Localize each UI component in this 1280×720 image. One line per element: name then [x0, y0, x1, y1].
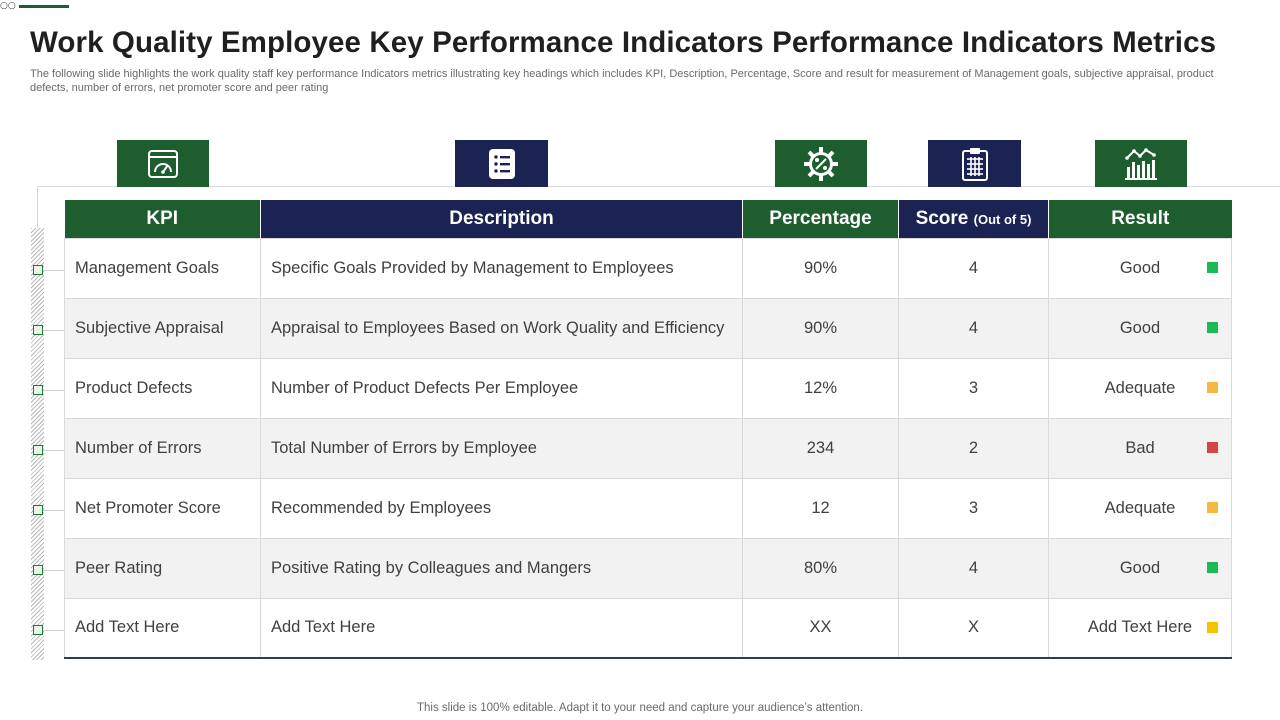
cell-percentage: XX	[742, 597, 899, 659]
cell-percentage: 90%	[742, 297, 899, 359]
table-row: Number of Errors Total Number of Errors …	[64, 417, 1232, 479]
header-score-suffix: (Out of 5)	[973, 211, 1032, 227]
table-row: Subjective Appraisal Appraisal to Employ…	[64, 297, 1232, 359]
logo-bar	[19, 5, 69, 8]
bar-chart-icon	[1125, 147, 1157, 180]
result-label: Good	[1119, 318, 1161, 337]
row-marker-icon	[33, 325, 43, 335]
icon-tab-score	[928, 140, 1021, 187]
icon-tab-percentage	[775, 140, 867, 187]
cell-score: 4	[898, 237, 1049, 299]
cell-kpi: Number of Errors	[64, 417, 261, 479]
cell-percentage: 80%	[742, 537, 899, 599]
table-row: Management Goals Specific Goals Provided…	[64, 237, 1232, 299]
status-square-icon	[1207, 562, 1218, 573]
icon-tab-kpi	[117, 140, 209, 187]
cell-kpi: Peer Rating	[64, 537, 261, 599]
status-square-icon	[1207, 442, 1218, 453]
cell-description: Number of Product Defects Per Employee	[260, 357, 743, 419]
icon-tab-result	[1095, 140, 1187, 187]
header-result: Result	[1048, 200, 1232, 238]
header-score-label: Score	[915, 207, 969, 229]
frame-line	[37, 186, 38, 228]
cell-score: 4	[898, 297, 1049, 359]
cell-description: Positive Rating by Colleagues and Manger…	[260, 537, 743, 599]
cell-score: 3	[898, 477, 1049, 539]
cell-description: Add Text Here	[260, 597, 743, 659]
cell-kpi: Subjective Appraisal	[64, 297, 261, 359]
table-row: Net Promoter Score Recommended by Employ…	[64, 477, 1232, 539]
icon-tab-description	[455, 140, 548, 187]
cell-result: Add Text Here	[1048, 597, 1232, 659]
cell-result: Good	[1048, 237, 1232, 299]
cell-percentage: 234	[742, 417, 899, 479]
cell-percentage: 12	[742, 477, 899, 539]
row-marker-icon	[33, 385, 43, 395]
cell-kpi: Management Goals	[64, 237, 261, 299]
page-subtitle: The following slide highlights the work …	[30, 68, 1214, 94]
cell-kpi: Add Text Here	[64, 597, 261, 659]
cell-score: 3	[898, 357, 1049, 419]
cell-result: Good	[1048, 537, 1232, 599]
row-marker-icon	[33, 265, 43, 275]
status-square-icon	[1207, 322, 1218, 333]
dashboard-gauge-icon	[148, 149, 178, 178]
row-marker-icon	[33, 565, 43, 575]
cell-result: Adequate	[1048, 357, 1232, 419]
row-marker-line	[43, 630, 64, 631]
row-marker-icon	[33, 445, 43, 455]
list-icon	[488, 148, 515, 179]
kpi-table: KPI Description Percentage Score (Out of…	[64, 200, 1232, 659]
cell-percentage: 12%	[742, 357, 899, 419]
logo-circles-icon: ○○	[0, 1, 16, 11]
header-description: Description	[260, 200, 743, 238]
table-row: Product Defects Number of Product Defect…	[64, 357, 1232, 419]
result-label: Bad	[1125, 438, 1155, 457]
cell-result: Adequate	[1048, 477, 1232, 539]
cell-description: Appraisal to Employees Based on Work Qua…	[260, 297, 743, 359]
cell-kpi: Net Promoter Score	[64, 477, 261, 539]
status-square-icon	[1207, 621, 1218, 633]
row-marker-line	[43, 570, 64, 571]
result-label: Add Text Here	[1087, 618, 1193, 637]
result-label: Adequate	[1104, 378, 1176, 397]
frame-line	[37, 186, 1280, 187]
cell-kpi: Product Defects	[64, 357, 261, 419]
row-marker-line	[43, 450, 64, 451]
page-title: Work Quality Employee Key Performance In…	[30, 26, 1217, 59]
result-label: Good	[1119, 258, 1161, 277]
row-marker-line	[43, 330, 64, 331]
footer-note: This slide is 100% editable. Adapt it to…	[416, 702, 864, 714]
row-marker-line	[43, 390, 64, 391]
cell-score: 4	[898, 537, 1049, 599]
cell-score: 2	[898, 417, 1049, 479]
cell-result: Good	[1048, 297, 1232, 359]
cell-result: Bad	[1048, 417, 1232, 479]
result-label: Adequate	[1104, 498, 1176, 517]
cell-description: Recommended by Employees	[260, 477, 743, 539]
status-square-icon	[1207, 382, 1218, 393]
gear-percent-icon	[804, 146, 838, 181]
brand-logo: ○○	[0, 0, 70, 11]
table-row: Peer Rating Positive Rating by Colleague…	[64, 537, 1232, 599]
cell-description: Specific Goals Provided by Management to…	[260, 237, 743, 299]
row-marker-icon	[33, 505, 43, 515]
header-score: Score (Out of 5)	[898, 200, 1049, 238]
hatch-decoration	[31, 228, 44, 660]
result-label: Good	[1119, 558, 1161, 577]
cell-description: Total Number of Errors by Employee	[260, 417, 743, 479]
row-marker-line	[43, 270, 64, 271]
clipboard-icon	[961, 147, 988, 181]
cell-score: X	[898, 597, 1049, 659]
header-percentage: Percentage	[742, 200, 899, 238]
row-marker-line	[43, 510, 64, 511]
table-row: Add Text Here Add Text Here XX X Add Tex…	[64, 597, 1232, 659]
table-header-row: KPI Description Percentage Score (Out of…	[64, 200, 1232, 238]
status-square-icon	[1207, 502, 1218, 513]
header-kpi: KPI	[64, 200, 261, 238]
cell-percentage: 90%	[742, 237, 899, 299]
status-square-icon	[1207, 262, 1218, 273]
row-marker-icon	[33, 625, 43, 635]
